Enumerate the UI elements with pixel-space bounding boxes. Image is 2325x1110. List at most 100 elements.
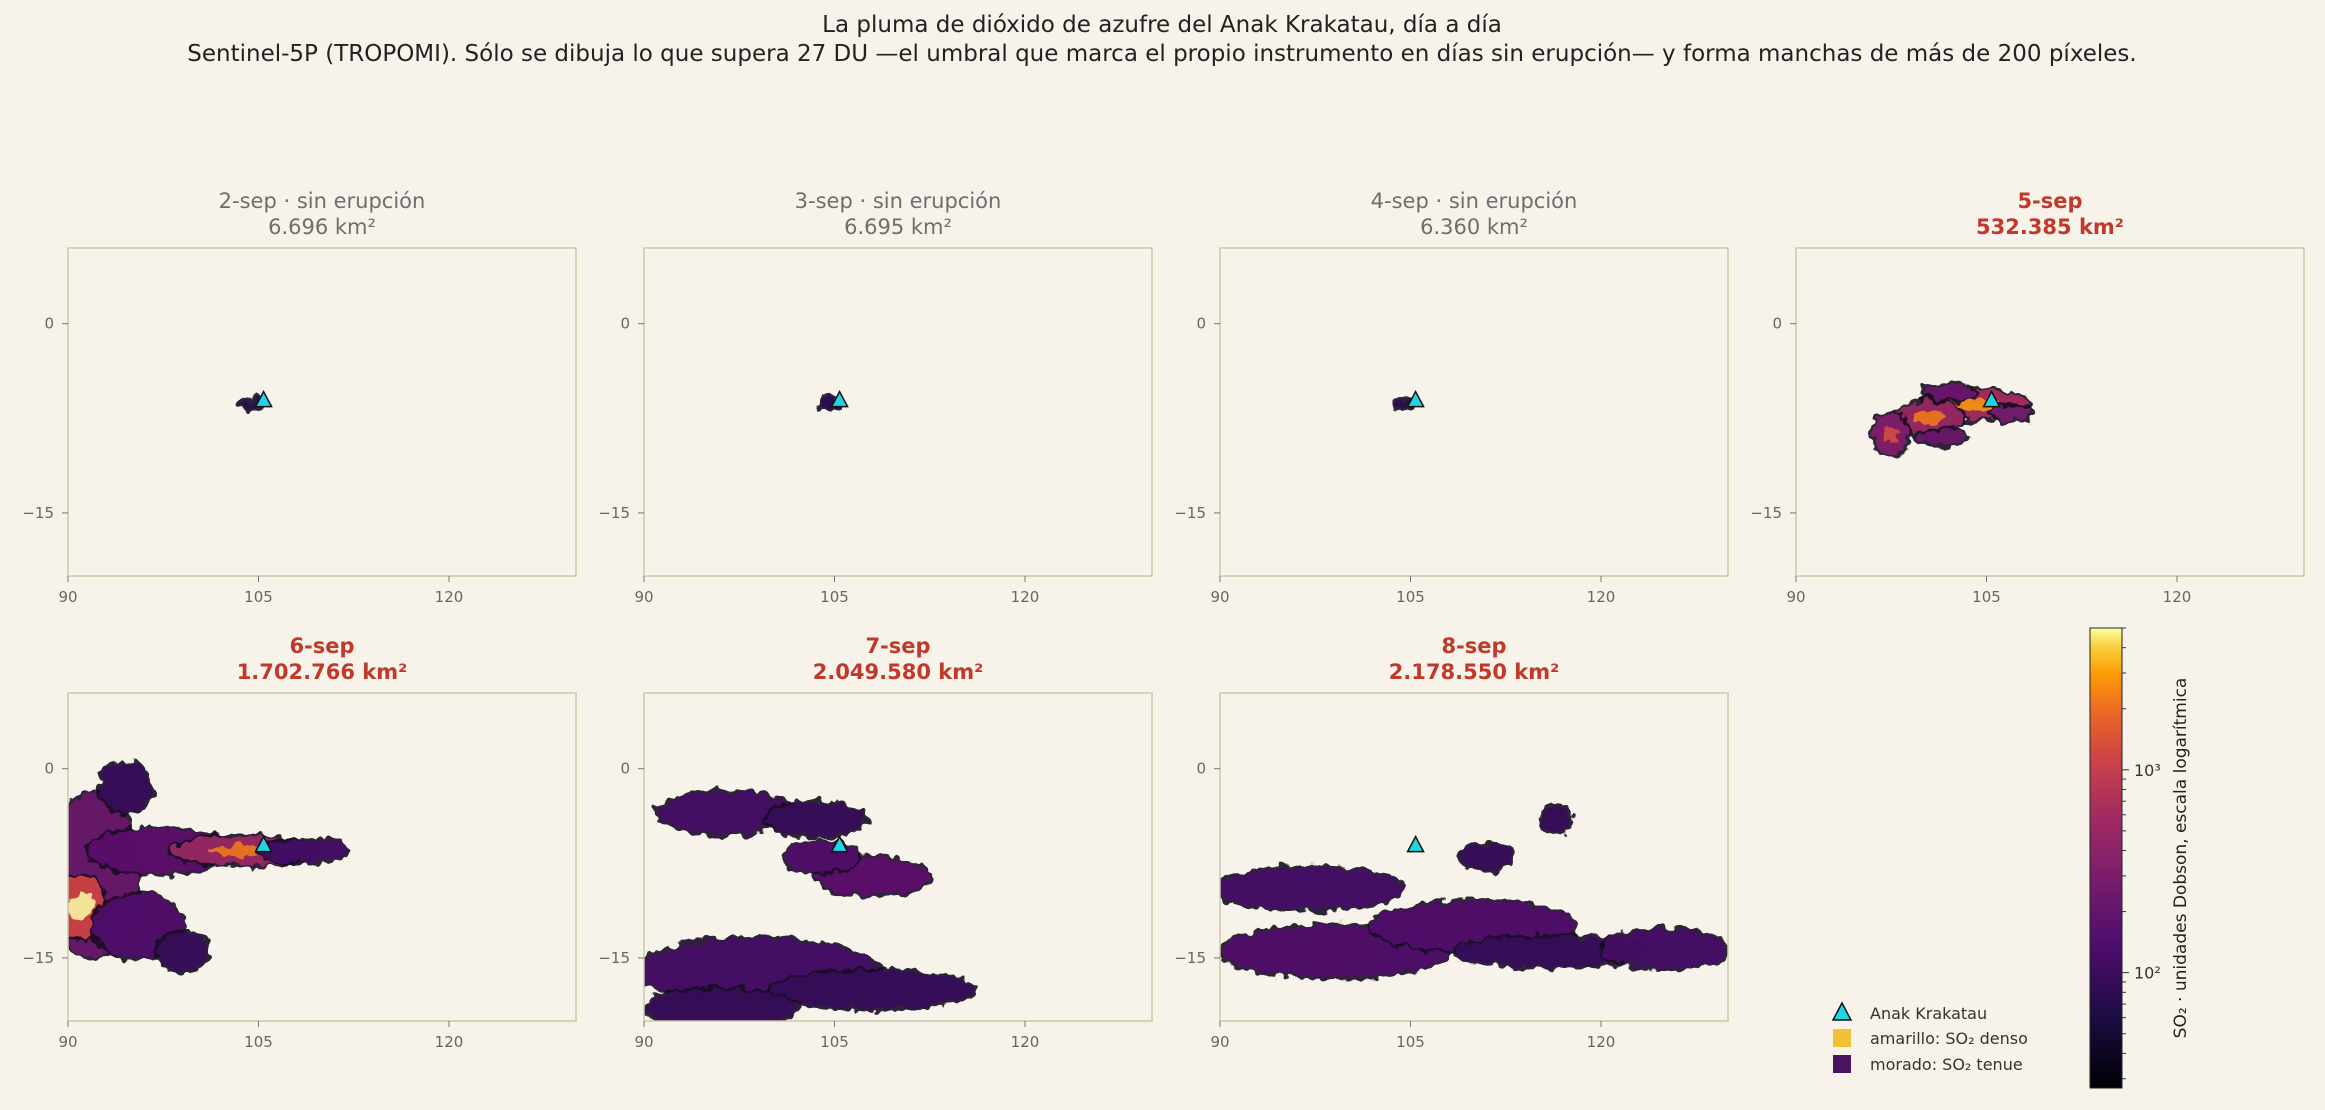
y-tick-label: −15 xyxy=(22,504,54,522)
panel-area: 532.385 km² xyxy=(1976,215,2124,239)
so2-blob xyxy=(1541,806,1572,832)
y-tick-label: 0 xyxy=(44,760,54,778)
so2-field xyxy=(1220,803,1728,980)
so2-blob xyxy=(156,932,208,971)
y-tick-label: 0 xyxy=(620,315,630,333)
so2-blob xyxy=(764,802,867,836)
legend-label: Anak Krakatau xyxy=(1870,1004,1987,1023)
volcano-marker-icon xyxy=(254,390,273,408)
so2-blob xyxy=(1919,429,1965,445)
colorbar: 10² 10³ SO₂ · unidades Dobson, escala loga… xyxy=(2089,627,2191,1089)
so2-blob xyxy=(644,989,797,1021)
so2-field xyxy=(644,789,978,1021)
so2-blob xyxy=(1454,936,1646,967)
legend-swatch xyxy=(1833,1055,1851,1073)
x-tick-label: 90 xyxy=(1210,588,1229,606)
y-tick-label: 0 xyxy=(44,315,54,333)
axes-frame xyxy=(643,247,1153,577)
panel-area: 1.702.766 km² xyxy=(237,660,408,684)
so2-core xyxy=(68,894,94,921)
axes-frame xyxy=(67,692,577,1022)
y-tick-label: 0 xyxy=(1196,760,1206,778)
figure-subtitle: Sentinel-5P (TROPOMI). Sólo se dibuja lo… xyxy=(187,41,2136,67)
x-tick-label: 120 xyxy=(1011,588,1040,606)
x-tick-label: 105 xyxy=(1396,588,1425,606)
so2-core xyxy=(1912,410,1946,424)
x-tick-label: 120 xyxy=(435,1033,464,1051)
y-tick-label: −15 xyxy=(1174,949,1206,967)
so2-blob xyxy=(1923,384,1974,400)
colorbar-gradient xyxy=(2089,627,2123,1089)
panel-date: 2-sep · sin erupción xyxy=(219,189,426,213)
so2-plume xyxy=(644,789,978,1021)
y-tick-label: 0 xyxy=(620,760,630,778)
x-tick-label: 105 xyxy=(1972,588,2001,606)
panel-area: 6.696 km² xyxy=(268,215,376,239)
so2-blob xyxy=(1220,868,1405,909)
volcano-marker-icon xyxy=(1982,390,2001,408)
so2-blob xyxy=(99,762,151,813)
panel-area: 2.049.580 km² xyxy=(813,660,984,684)
panel-area: 6.360 km² xyxy=(1420,215,1528,239)
x-tick-label: 90 xyxy=(58,1033,77,1051)
figure-title: La pluma de dióxido de azufre del Anak K… xyxy=(822,12,1502,38)
so2-blob xyxy=(1991,405,2033,421)
y-tick-label: −15 xyxy=(1174,504,1206,522)
axes-frame xyxy=(67,247,577,577)
so2-plume xyxy=(1220,803,1728,980)
volcano-marker-icon xyxy=(1406,390,1425,408)
panel-date: 6-sep xyxy=(289,634,354,658)
volcano-marker-icon xyxy=(254,835,273,853)
x-tick-label: 120 xyxy=(1587,1033,1616,1051)
so2-blob xyxy=(656,792,797,834)
so2-plume xyxy=(1870,381,2036,458)
colorbar-tick-label: 10³ xyxy=(2134,761,2161,780)
panel-area: 6.695 km² xyxy=(844,215,952,239)
colorbar-label: SO₂ · unidades Dobson, escala logarítmic… xyxy=(2171,678,2191,1039)
panel-date: 3-sep · sin erupción xyxy=(795,189,1002,213)
y-tick-label: −15 xyxy=(1750,504,1782,522)
y-tick-label: 0 xyxy=(1772,315,1782,333)
volcano-marker-icon xyxy=(830,390,849,408)
panel-date: 8-sep xyxy=(1441,634,1506,658)
so2-core xyxy=(1882,426,1901,443)
so2-blob xyxy=(783,841,860,873)
x-tick-label: 120 xyxy=(1011,1033,1040,1051)
axes-frame xyxy=(643,692,1153,1022)
y-tick-label: −15 xyxy=(598,504,630,522)
x-tick-label: 90 xyxy=(634,1033,653,1051)
axes-frame xyxy=(1219,247,1729,577)
x-tick-label: 105 xyxy=(244,1033,273,1051)
axes-frame xyxy=(1795,247,2305,577)
panel-area: 2.178.550 km² xyxy=(1389,660,1560,684)
legend-label: morado: SO₂ tenue xyxy=(1870,1055,2023,1074)
so2-blob xyxy=(771,970,975,1009)
x-tick-label: 90 xyxy=(58,588,77,606)
x-tick-label: 105 xyxy=(1396,1033,1425,1051)
so2-blob xyxy=(1601,930,1728,969)
so2-plume xyxy=(68,759,351,974)
x-tick-label: 90 xyxy=(1210,1033,1229,1051)
so2-field xyxy=(1870,381,2036,458)
panel-date: 4-sep · sin erupción xyxy=(1371,189,1578,213)
so2-field xyxy=(68,759,351,974)
x-tick-label: 105 xyxy=(820,588,849,606)
axes-frame xyxy=(1219,692,1729,1022)
x-tick-label: 90 xyxy=(1786,588,1805,606)
panel-date: 5-sep xyxy=(2017,189,2082,213)
x-tick-label: 90 xyxy=(634,588,653,606)
x-tick-label: 120 xyxy=(1587,588,1616,606)
volcano-marker-icon xyxy=(1406,835,1425,853)
x-tick-label: 105 xyxy=(820,1033,849,1051)
so2-blob xyxy=(258,839,348,863)
x-tick-label: 120 xyxy=(435,588,464,606)
